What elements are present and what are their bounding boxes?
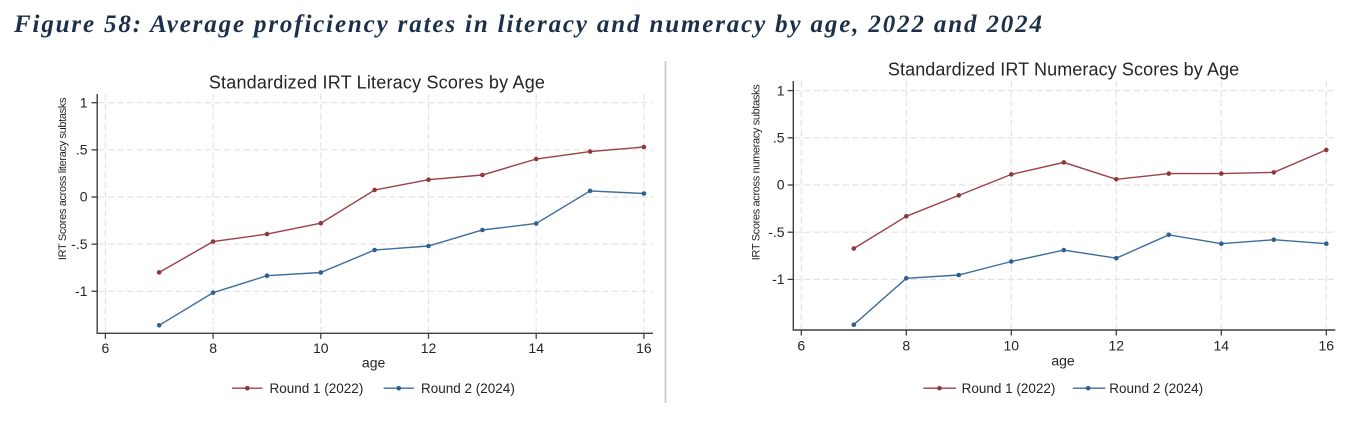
- svg-text:12: 12: [421, 340, 437, 356]
- svg-text:12: 12: [1109, 337, 1125, 353]
- svg-text:6: 6: [102, 340, 110, 356]
- svg-text:-1: -1: [75, 283, 88, 299]
- svg-text:Round 2 (2024): Round 2 (2024): [1109, 381, 1203, 396]
- svg-text:0: 0: [777, 177, 785, 193]
- svg-text:6: 6: [797, 337, 805, 353]
- svg-text:Round 1 (2022): Round 1 (2022): [270, 381, 364, 396]
- svg-text:16: 16: [636, 340, 652, 356]
- svg-text:-1: -1: [772, 271, 785, 287]
- svg-text:Standardized IRT Literacy Scor: Standardized IRT Literacy Scores by Age: [209, 72, 545, 92]
- svg-text:IRT Scores across numeracy sub: IRT Scores across numeracy subtasks: [751, 84, 763, 260]
- svg-text:-.5: -.5: [71, 236, 88, 252]
- svg-text:.5: .5: [76, 142, 88, 158]
- svg-text:age: age: [1051, 353, 1075, 369]
- svg-text:Round 1 (2022): Round 1 (2022): [962, 381, 1056, 396]
- svg-text:10: 10: [313, 340, 329, 356]
- svg-text:-.5: -.5: [768, 224, 785, 240]
- svg-text:age: age: [362, 355, 386, 371]
- svg-text:14: 14: [528, 340, 544, 356]
- svg-text:.5: .5: [773, 130, 785, 146]
- svg-text:Standardized IRT Numeracy Scor: Standardized IRT Numeracy Scores by Age: [888, 60, 1239, 80]
- svg-text:1: 1: [777, 82, 785, 98]
- svg-text:8: 8: [209, 340, 217, 356]
- svg-text:1: 1: [80, 94, 88, 110]
- svg-text:10: 10: [1004, 337, 1020, 353]
- svg-text:16: 16: [1319, 337, 1335, 353]
- svg-text:Round 2 (2024): Round 2 (2024): [421, 381, 515, 396]
- svg-text:0: 0: [80, 189, 88, 205]
- svg-text:8: 8: [902, 337, 910, 353]
- svg-text:14: 14: [1214, 337, 1230, 353]
- svg-text:IRT Scores across literacy sub: IRT Scores across literacy subtasks: [57, 97, 69, 260]
